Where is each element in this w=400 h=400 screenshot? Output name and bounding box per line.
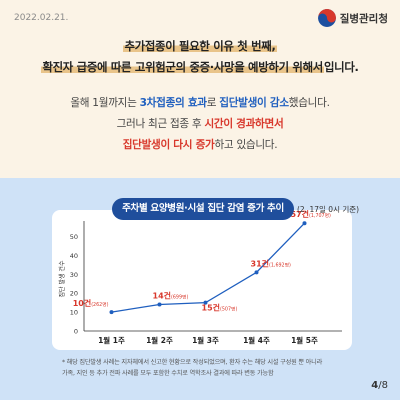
chart-title: 주차별 요양병원·시설 집단 감염 증가 추이 (112, 198, 294, 220)
footnote-line-2: 가족, 지인 등 추가 전파 사례를 모두 포함한 수치로 역학조사 결과에 따… (62, 370, 274, 377)
body-line-3: 집단발생이 다시 증가하고 있습니다. (122, 139, 278, 151)
x-tick-label: 1월 1주 (98, 335, 125, 345)
y-tick-label: 40 (70, 252, 78, 260)
line-chart: 0 10 20 30 40 50 집단 발생 건수 1월 1주 1월 2주 1월 3주 1월 4주 1… (58, 209, 342, 345)
chart-card: 0 10 20 30 40 50 집단 발생 건수 1월 1주 1월 2주 1월 3주 1월 4주 1… (52, 209, 352, 350)
data-label: 15건(507명) (202, 303, 238, 313)
data-label: 10건(262명) (73, 298, 109, 308)
data-point (302, 221, 307, 226)
y-tick-label: 10 (70, 309, 78, 317)
x-tick-label: 1월 3주 (192, 335, 219, 345)
as-of-note: (2. 17일 0시 기준) (297, 205, 360, 214)
org-logo: 질병관리청 (317, 9, 388, 27)
page-number: 4/8 (371, 380, 388, 391)
body-line-2: 그러나 최근 접종 후 시간이 경과하면서 (116, 118, 284, 130)
y-tick-label: 20 (70, 290, 78, 298)
x-tick-label: 1월 2주 (146, 335, 173, 345)
y-tick-label: 50 (70, 233, 78, 241)
headline-line-1: 추가접종이 필요한 이유 첫 번째, (123, 39, 277, 53)
y-axis-label: 집단 발생 건수 (58, 260, 66, 297)
data-point (109, 310, 114, 315)
data-label: 57건(1,707명) (291, 210, 332, 219)
y-tick-label: 30 (70, 271, 78, 279)
data-point (157, 302, 162, 307)
headline-line-2: 확진자 급증에 따른 고위험군의 중증·사망을 예방하기 위해서입니다. (41, 60, 359, 74)
body-line-1: 올해 1월까지는 3차접종의 효과로 집단발생이 감소했습니다. (70, 97, 330, 109)
data-label: 31건(1,692명) (251, 258, 292, 268)
org-name: 질병관리청 (339, 12, 388, 25)
data-label: 14건(699명) (153, 291, 189, 301)
taegeuk-icon (317, 9, 336, 27)
footnote-line-1: * 해당 집단발생 사례는 지자체에서 신고한 현황으로 작성되었으며, 환자 … (62, 359, 323, 366)
x-tick-label: 1월 5주 (291, 335, 318, 345)
x-tick-label: 1월 4주 (243, 335, 270, 345)
y-tick-label: 0 (74, 328, 78, 336)
data-point (254, 270, 259, 275)
data-point (203, 300, 208, 305)
date: 2022.02.21. (14, 13, 69, 23)
